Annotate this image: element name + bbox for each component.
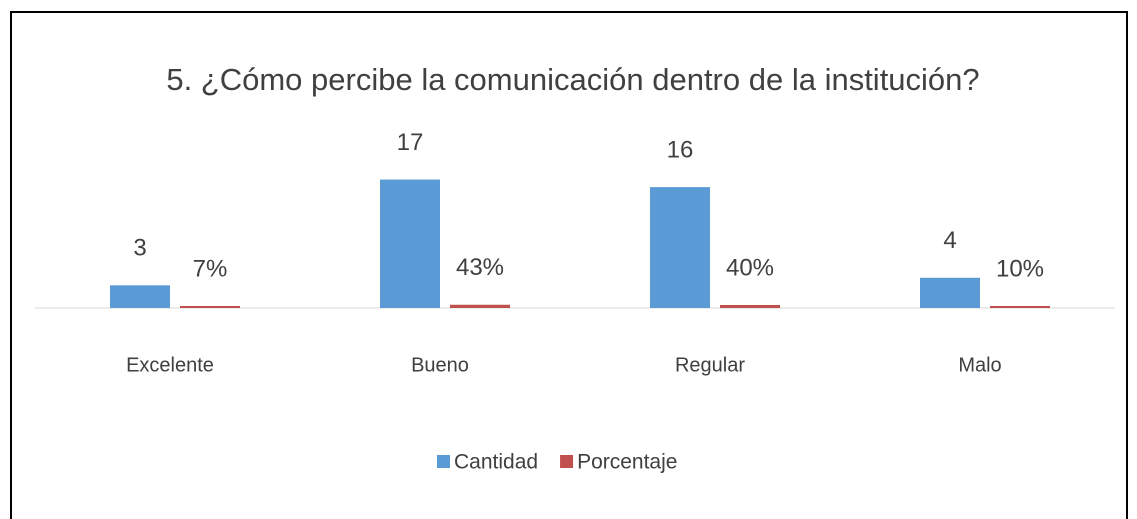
legend-label: Cantidad <box>454 451 538 474</box>
x-tick-label: Excelente <box>126 354 214 376</box>
bar <box>990 306 1050 308</box>
data-label: 4 <box>943 227 956 254</box>
legend-swatch <box>560 455 574 468</box>
data-label: 43% <box>456 254 504 281</box>
bar <box>720 304 780 308</box>
bar <box>650 187 710 308</box>
data-label: 40% <box>726 254 774 281</box>
data-label: 16 <box>667 136 694 163</box>
bar <box>380 179 440 308</box>
legend-swatch <box>437 455 450 468</box>
bar <box>920 277 980 308</box>
bar <box>180 306 240 308</box>
x-tick-label: Regular <box>675 354 745 376</box>
x-tick-label: Malo <box>958 354 1001 376</box>
data-label: 3 <box>133 235 146 262</box>
x-tick-label: Bueno <box>411 354 469 376</box>
chart-frame <box>10 11 1128 519</box>
data-label: 7% <box>193 255 228 282</box>
bar <box>450 304 510 308</box>
legend-label: Porcentaje <box>577 451 677 474</box>
data-label: 17 <box>397 129 424 156</box>
chart-title: 5. ¿Cómo percibe la comunicación dentro … <box>166 62 979 97</box>
bar <box>110 285 170 308</box>
data-label: 10% <box>996 255 1044 282</box>
